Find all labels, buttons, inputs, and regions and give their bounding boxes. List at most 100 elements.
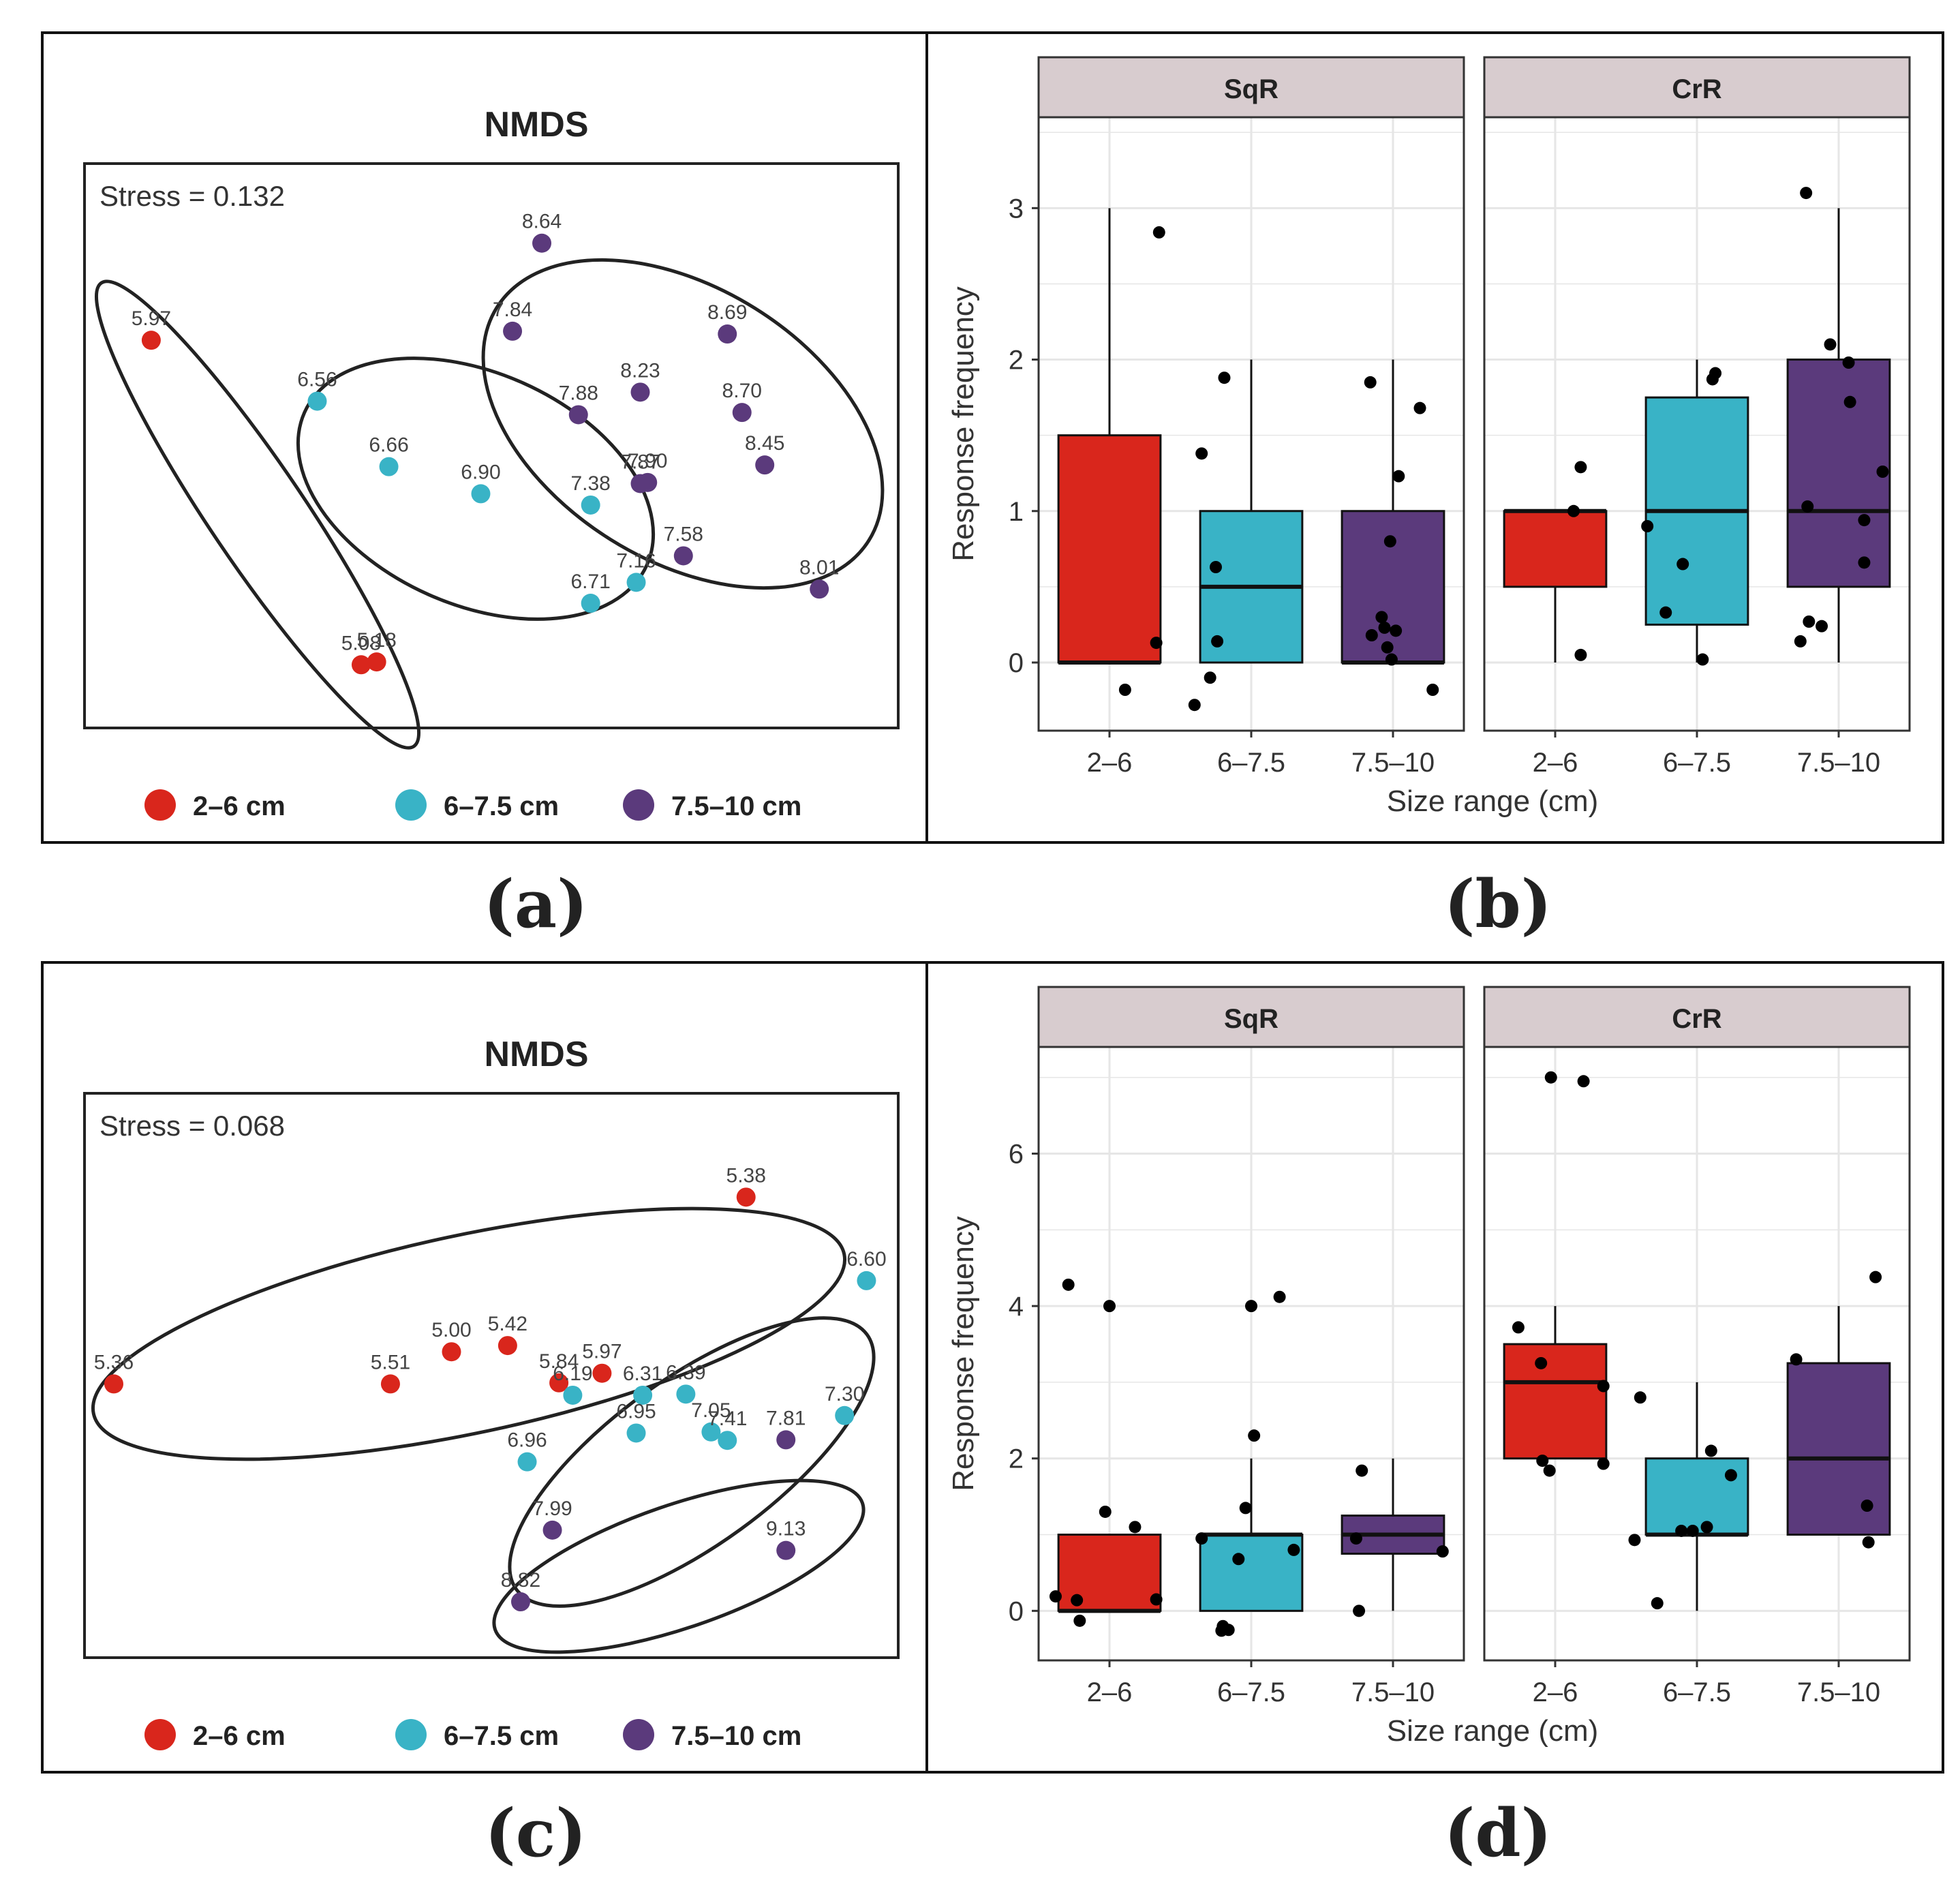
facet-strip-label: SqR <box>1224 74 1278 104</box>
jitter-point <box>1099 1505 1112 1518</box>
nmds-point <box>581 594 600 613</box>
legend-swatch <box>144 1719 176 1750</box>
jitter-point <box>1801 500 1814 513</box>
nmds-point-label: 6.71 <box>570 571 610 593</box>
nmds-point-label: 7.90 <box>628 450 667 472</box>
jitter-point <box>1535 1356 1548 1369</box>
nmds-point-label: 6.56 <box>297 369 337 391</box>
nmds-point-label: 8.45 <box>745 432 784 455</box>
nmds-point <box>755 455 775 475</box>
jitter-point <box>1659 606 1672 619</box>
jitter-point <box>1218 371 1231 384</box>
jitter-point <box>1567 504 1580 517</box>
nmds-point-label: 5.84 <box>539 1350 579 1373</box>
x-tick-label: 7.5–10 <box>1351 1677 1435 1707</box>
nmds-point-label: 7.81 <box>766 1407 806 1429</box>
legend-label: 6–7.5 cm <box>444 791 559 821</box>
jitter-point <box>1287 1543 1300 1556</box>
jitter-point <box>1597 1457 1610 1470</box>
nmds-point <box>307 391 327 411</box>
jitter-point <box>1696 653 1709 666</box>
jitter-point <box>1392 470 1405 483</box>
legend-label: 7.5–10 cm <box>671 1721 801 1751</box>
nmds-point <box>542 1520 562 1540</box>
jitter-point <box>1232 1553 1245 1566</box>
nmds-point <box>810 579 829 599</box>
nmds-plot-box <box>83 1092 900 1659</box>
group-ellipse <box>492 1478 866 1654</box>
jitter-point <box>1800 187 1813 200</box>
jitter-point <box>1378 621 1391 634</box>
jitter-point <box>1204 671 1216 684</box>
jitter-point <box>1574 648 1587 661</box>
nmds-point-label: 8.64 <box>522 211 562 233</box>
jitter-point <box>1245 1300 1257 1313</box>
jitter-point <box>1436 1545 1449 1558</box>
x-tick-label: 6–7.5 <box>1217 1677 1285 1707</box>
legend-label: 2–6 cm <box>193 791 286 821</box>
nmds-point-label: 7.99 <box>532 1497 572 1520</box>
jitter-point <box>1129 1521 1142 1534</box>
stress-label: Stress = 0.132 <box>99 180 285 212</box>
jitter-point <box>1634 1391 1647 1404</box>
nmds-point-label: 5.18 <box>356 629 396 652</box>
x-tick-label: 6–7.5 <box>1663 1677 1731 1707</box>
nmds-title: NMDS <box>484 105 588 145</box>
nmds-point-label: 5.38 <box>726 1164 766 1187</box>
jitter-point <box>1118 684 1131 696</box>
facet-strip <box>1037 986 1465 1048</box>
nmds-point <box>503 321 523 341</box>
box-body <box>1503 510 1608 588</box>
nmds-point-label: 5.08 <box>341 632 381 654</box>
y-tick-label: 0 <box>1009 1596 1024 1626</box>
facet-strip-label: CrR <box>1672 74 1721 104</box>
panel-label-c: (c) <box>485 1795 587 1872</box>
jitter-point <box>1706 373 1719 386</box>
jitter-point <box>1842 356 1855 369</box>
nmds-point-label: 7.58 <box>664 523 703 545</box>
legend-swatch <box>623 789 654 821</box>
x-tick-label: 2–6 <box>1087 1677 1133 1707</box>
nmds-point-label: 6.95 <box>616 1400 656 1423</box>
jitter-point <box>1861 1500 1873 1512</box>
nmds-point <box>676 1384 696 1404</box>
y-tick-label: 2 <box>1009 346 1024 376</box>
nmds-point <box>718 324 737 344</box>
nmds-point <box>351 655 371 675</box>
jitter-point <box>1211 635 1224 648</box>
x-tick-label: 6–7.5 <box>1663 748 1731 778</box>
nmds-point-label: 7.88 <box>559 382 598 404</box>
nmds-point <box>563 1385 583 1405</box>
box-body <box>1341 510 1445 664</box>
nmds-point-label: 6.19 <box>553 1363 592 1385</box>
panel-frame <box>41 31 928 844</box>
nmds-point-label: 8.70 <box>722 380 762 402</box>
facet-crr: CrR 2–6 6–7.5 7.5–10 <box>1483 986 1911 1707</box>
nmds-point-label: 6.66 <box>369 434 408 457</box>
x-tick-label: 7.5–10 <box>1351 748 1435 778</box>
nmds-point <box>497 1336 517 1356</box>
panel-label-a: (a) <box>483 866 588 943</box>
legend-label: 6–7.5 cm <box>444 1721 559 1751</box>
y-axis-title: Response frequency <box>947 286 980 562</box>
box-body <box>1199 1534 1304 1612</box>
jitter-point <box>1385 653 1398 666</box>
nmds-point <box>633 1385 653 1405</box>
nmds-point <box>517 1452 537 1472</box>
nmds-point-label: 7.38 <box>570 472 610 495</box>
nmds-point-label: 8.01 <box>799 556 839 579</box>
legend-swatch <box>144 789 176 821</box>
nmds-point-label: 7.41 <box>707 1408 747 1430</box>
jitter-point <box>1577 1075 1590 1088</box>
jitter-point <box>1062 1278 1075 1291</box>
jitter-point <box>1651 1597 1664 1610</box>
facet-crr: CrR 2–6 6–7.5 7.5–10 <box>1483 56 1911 778</box>
nmds-point-label: 8.23 <box>620 359 660 382</box>
nmds-point-label: 5.97 <box>132 307 171 330</box>
y-tick-label: 2 <box>1009 1444 1024 1474</box>
nmds-point-label: 6.60 <box>846 1248 886 1271</box>
x-tick-label: 2–6 <box>1533 748 1578 778</box>
jitter-point <box>1700 1521 1713 1534</box>
nmds-point-label: 7.05 <box>691 1399 731 1422</box>
